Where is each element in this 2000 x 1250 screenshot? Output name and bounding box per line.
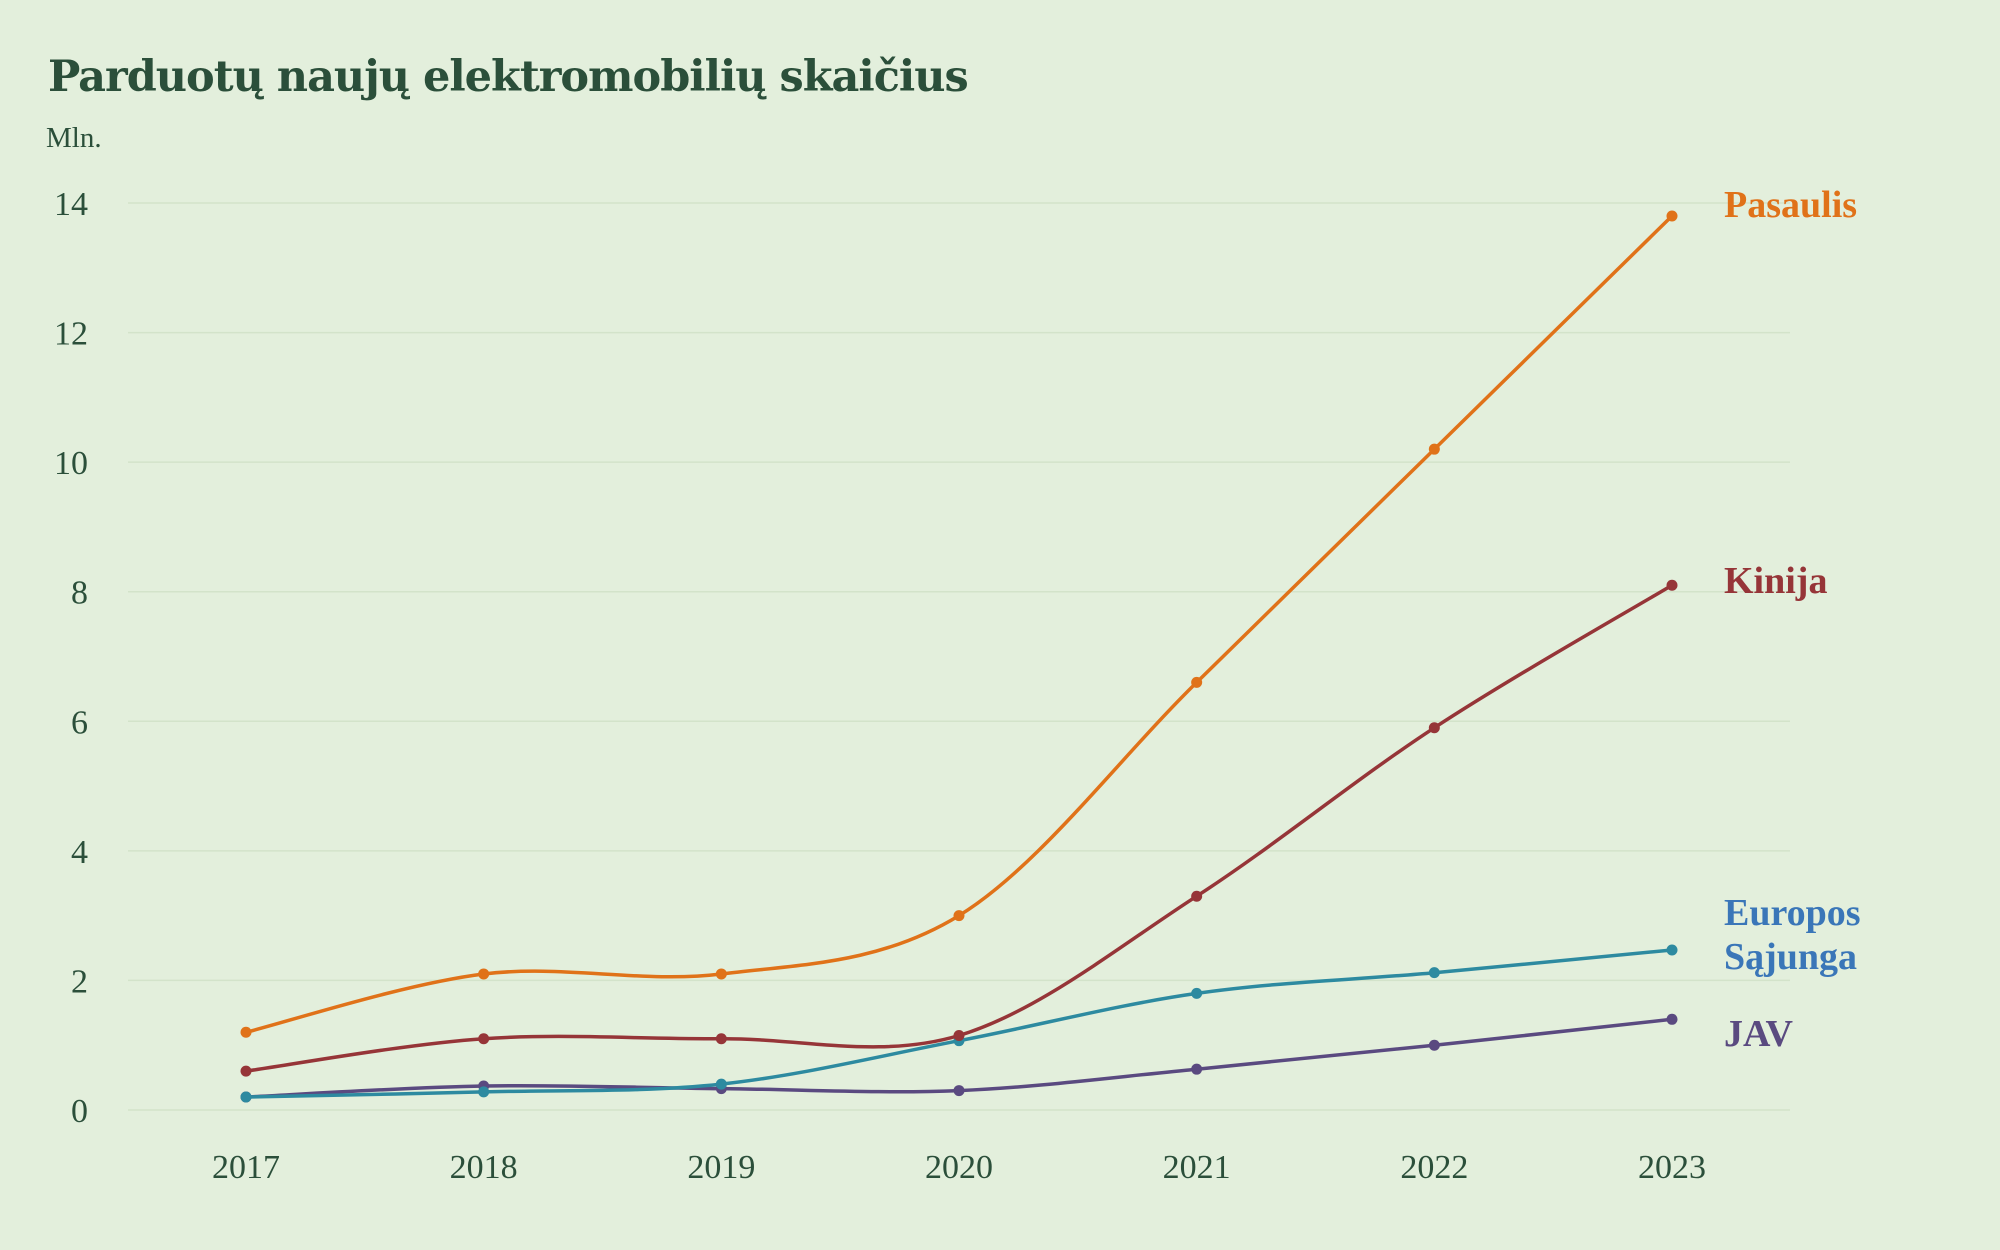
x-tick-label: 2021	[1163, 1149, 1231, 1186]
y-tick-label: 8	[71, 575, 88, 612]
y-tick-label: 14	[54, 186, 88, 223]
x-tick-label: 2017	[212, 1149, 280, 1186]
x-tick-label: 2022	[1400, 1149, 1468, 1186]
data-point-kinija	[1428, 722, 1440, 734]
data-point-pasaulis	[1191, 676, 1203, 688]
x-tick-label: 2018	[450, 1149, 518, 1186]
series-label-jav: JAV	[1724, 1013, 1794, 1055]
y-axis-ticks: 0 2 4 6 8 10 12 14	[54, 186, 88, 1130]
data-point-pasaulis	[1428, 443, 1440, 455]
data-point-europos-s-junga	[1428, 967, 1440, 979]
x-tick-label: 2020	[925, 1149, 993, 1186]
y-tick-label: 6	[71, 704, 88, 741]
data-point-kinija	[953, 1029, 965, 1041]
data-point-jav	[1666, 1013, 1678, 1025]
x-axis-ticks: 2017 2018 2019 2020 2021 2022 2023	[212, 1149, 1706, 1186]
grid-lines	[128, 202, 1790, 1111]
y-tick-label: 12	[54, 316, 88, 353]
data-point-kinija	[715, 1033, 727, 1045]
data-point-europos-s-junga	[240, 1091, 252, 1103]
chart-title: Parduotų naujų elektromobilių skaičius	[48, 52, 969, 102]
data-point-jav	[1191, 1063, 1203, 1075]
data-point-europos-s-junga	[1191, 987, 1203, 999]
data-point-kinija	[478, 1033, 490, 1045]
data-point-pasaulis	[953, 910, 965, 922]
series-line-pasaulis	[244, 214, 1674, 1035]
series-line-kinija	[244, 583, 1674, 1073]
data-point-jav	[953, 1085, 965, 1097]
data-point-europos-s-junga	[715, 1078, 727, 1090]
data-point-kinija	[1191, 890, 1203, 902]
data-point-jav	[1428, 1039, 1440, 1051]
x-tick-label: 2023	[1638, 1149, 1706, 1186]
series-lines	[240, 210, 1678, 1103]
data-point-europos-s-junga	[478, 1086, 490, 1098]
series-label-europos-s-junga: Sąjunga	[1724, 936, 1857, 978]
y-tick-label: 4	[71, 834, 88, 871]
series-label-europos-s-junga: Europos	[1724, 892, 1861, 934]
y-axis-unit-label: Mln.	[46, 122, 102, 154]
data-point-pasaulis	[1666, 210, 1678, 222]
y-tick-label: 10	[54, 445, 88, 482]
data-point-europos-s-junga	[1666, 944, 1678, 956]
y-tick-label: 2	[71, 963, 88, 1000]
series-label-pasaulis: Pasaulis	[1724, 184, 1857, 226]
data-point-kinija	[240, 1065, 252, 1077]
y-tick-label: 0	[71, 1093, 88, 1130]
data-point-pasaulis	[478, 968, 490, 980]
data-point-kinija	[1666, 579, 1678, 591]
series-label-kinija: Kinija	[1724, 560, 1827, 602]
data-point-pasaulis	[240, 1026, 252, 1038]
x-tick-label: 2019	[687, 1149, 755, 1186]
series-line-europos-s-junga	[244, 948, 1674, 1099]
data-point-pasaulis	[715, 968, 727, 980]
